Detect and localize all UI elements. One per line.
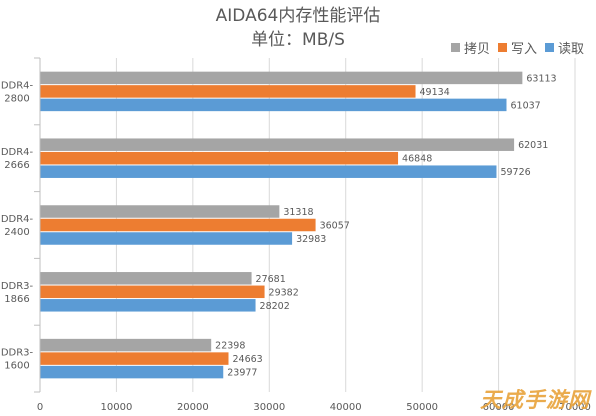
- bar: [40, 85, 416, 98]
- bar: [40, 299, 256, 312]
- data-label: 46848: [402, 154, 432, 165]
- category-label: 1866: [4, 294, 29, 305]
- legend-swatch-write: [497, 43, 507, 52]
- data-label: 31318: [283, 207, 313, 218]
- x-tick-label: 50000: [406, 402, 438, 413]
- category-label: DDR4-: [1, 147, 34, 158]
- legend-swatch-copy: [450, 43, 460, 52]
- data-label: 62031: [518, 140, 548, 151]
- data-label: 63113: [526, 73, 556, 84]
- category-label: 2666: [4, 160, 29, 171]
- bar: [40, 272, 252, 285]
- x-tick-label: 70000: [559, 402, 591, 413]
- bar: [40, 138, 515, 151]
- category-label: 1600: [4, 361, 29, 372]
- data-label: 22398: [215, 341, 245, 352]
- x-tick-label: 10000: [101, 402, 133, 413]
- bar: [40, 338, 212, 352]
- data-label: 59726: [500, 167, 530, 178]
- bar: [40, 71, 523, 85]
- x-tick-label: 60000: [483, 402, 515, 413]
- category-label: DDR4-: [1, 80, 34, 91]
- category-label: 2400: [4, 227, 29, 238]
- data-label: 32983: [296, 234, 326, 245]
- legend: 拷贝 写入 读取: [450, 38, 584, 57]
- bar: [40, 218, 316, 232]
- data-label: 61037: [510, 100, 540, 111]
- legend-item-write: 写入: [497, 38, 537, 57]
- category-label: DDR3-: [1, 348, 34, 359]
- x-tick-label: 20000: [177, 402, 209, 413]
- data-label: 24663: [232, 354, 262, 365]
- category-label: 2800: [4, 93, 29, 104]
- chart-title: AIDA64内存性能评估: [215, 6, 381, 26]
- legend-swatch-read: [544, 43, 554, 52]
- data-label: 36057: [320, 221, 350, 232]
- bar: [40, 98, 507, 112]
- category-label: DDR4-: [1, 214, 34, 225]
- bar: [40, 232, 293, 245]
- bar: [40, 205, 280, 218]
- x-tick-label: 40000: [330, 402, 362, 413]
- data-label: 49134: [420, 87, 450, 98]
- legend-label-copy: 拷贝: [463, 42, 490, 57]
- bar: [40, 365, 224, 379]
- data-label: 29382: [269, 287, 299, 298]
- bar: [40, 151, 399, 165]
- chart-subtitle: 单位：MB/S: [251, 30, 345, 50]
- x-tick-label: 0: [37, 402, 43, 413]
- bar: [40, 165, 497, 178]
- watermark-logo: 天成手游网: [480, 388, 590, 412]
- bar: [40, 285, 265, 299]
- x-tick-label: 30000: [253, 402, 285, 413]
- data-label: 27681: [256, 274, 286, 285]
- category-label: DDR3-: [1, 281, 34, 292]
- data-label: 23977: [227, 368, 257, 379]
- legend-item-read: 读取: [544, 38, 584, 57]
- bar: [40, 352, 229, 365]
- legend-item-copy: 拷贝: [450, 38, 490, 57]
- data-label: 28202: [260, 301, 290, 312]
- legend-label-write: 写入: [510, 42, 537, 57]
- legend-label-read: 读取: [557, 42, 584, 57]
